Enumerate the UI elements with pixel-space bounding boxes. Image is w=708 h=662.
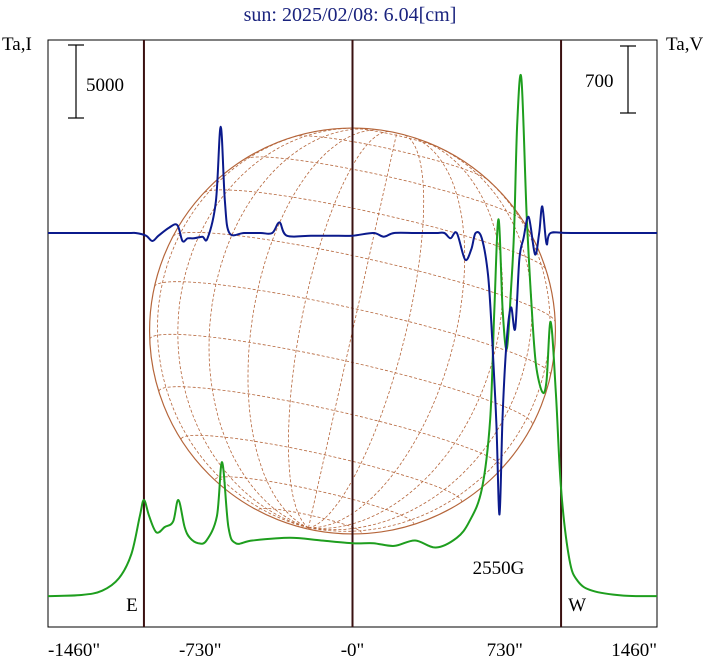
latitude-line [215, 476, 414, 524]
latitude-line [154, 281, 551, 376]
meridian-lines [142, 40, 563, 627]
x-tick-label: 1460" [611, 640, 657, 661]
longitude-line [308, 133, 398, 528]
left-scale-label: 5000 [86, 75, 124, 96]
x-tick-label: -0" [341, 640, 365, 661]
longitude-line [157, 131, 316, 529]
polarization-series-line [48, 125, 657, 516]
right-axis-label: Ta,V [666, 34, 703, 55]
field-strength-annotation: 2550G [473, 558, 525, 579]
latitude-line [258, 508, 362, 533]
latitude-line [245, 156, 523, 221]
x-tick-label: 730" [487, 640, 523, 661]
longitude-line [247, 129, 382, 529]
longitude-line [208, 128, 375, 529]
latitude-line [158, 386, 503, 468]
intensity-series-line [47, 74, 658, 598]
latitude-line [180, 434, 462, 502]
longitude-line [177, 127, 352, 529]
limb-marker-w: W [568, 595, 586, 616]
x-tick-label: -730" [179, 640, 222, 661]
longitude-line [308, 134, 425, 529]
longitude-line [308, 147, 533, 531]
left-scale-bar [68, 44, 84, 119]
latitude-line [349, 127, 442, 149]
right-scale-bar [620, 45, 636, 114]
x-tick-label: -1460" [48, 640, 100, 661]
x-axis-ticks: -1460" -730" -0" 730" 1460" [48, 640, 657, 661]
longitude-line [308, 165, 551, 532]
longitude-line [308, 136, 466, 529]
limb-marker-e: E [126, 595, 138, 616]
longitude-line [287, 131, 389, 529]
latitude-line [172, 232, 556, 322]
chart-title: sun: 2025/02/08: 6.04[cm] [244, 4, 457, 26]
right-scale-label: 700 [585, 71, 614, 92]
latitude-line [149, 333, 533, 425]
left-axis-label: Ta,I [2, 34, 32, 55]
latitude-line [294, 135, 489, 181]
data-series [47, 74, 658, 598]
